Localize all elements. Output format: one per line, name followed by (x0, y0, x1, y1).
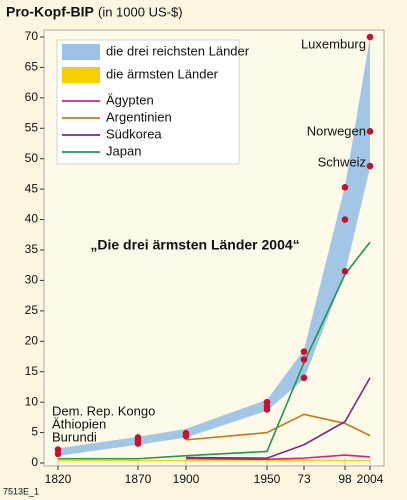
x-tick-label: 1820 (45, 472, 72, 486)
legend-label: Japan (106, 143, 141, 158)
x-tick-label: 1870 (125, 472, 152, 486)
x-tick-label: 2004 (357, 472, 384, 486)
marker-dot (366, 33, 374, 41)
marker-dot (263, 398, 271, 406)
annotation: Norwegen (307, 123, 366, 138)
marker-dot (182, 429, 190, 437)
marker-dot (366, 162, 374, 170)
y-tick-label: 5 (31, 425, 38, 439)
marker-dot (341, 184, 349, 191)
legend-swatch (62, 44, 100, 60)
y-tick-label: 15 (25, 364, 39, 378)
series-line (185, 413, 371, 441)
chart-title: Pro-Kopf-BIP (6, 4, 94, 20)
y-tick-label: 45 (25, 181, 39, 195)
annotation: „Die drei ärmsten Länder 2004“ (90, 237, 299, 253)
marker-dot (54, 446, 62, 453)
legend-label: Südkorea (106, 126, 162, 141)
y-tick-label: 35 (25, 242, 39, 256)
x-tick-label: 73 (297, 472, 311, 486)
legend-label: die drei reichsten Länder (106, 43, 250, 58)
y-tick-label: 55 (25, 120, 39, 134)
series-line (185, 377, 371, 459)
marker-dot (341, 268, 349, 275)
x-tick-label: 1900 (173, 472, 200, 486)
y-tick-label: 50 (25, 151, 39, 165)
chart-subtitle: (in 1000 US-$) (98, 4, 183, 19)
y-tick-label: 25 (25, 303, 39, 317)
y-tick-label: 10 (25, 394, 39, 408)
marker-dot (341, 216, 349, 223)
legend-label: Argentinien (106, 109, 172, 124)
annotation: Luxemburg (301, 36, 366, 51)
y-tick-label: 0 (31, 455, 38, 469)
marker-dot (366, 128, 374, 135)
marker-dot (300, 356, 308, 363)
marker-dot (134, 434, 142, 441)
annotation: Dem. Rep. Kongo (52, 403, 155, 418)
y-tick-label: 40 (25, 212, 39, 226)
footer: 7513E_1 (3, 486, 39, 496)
x-tick-label: 1950 (254, 472, 281, 486)
y-tick-label: 70 (25, 29, 39, 43)
legend-label: die ärmsten Länder (106, 66, 219, 81)
band-area (58, 459, 370, 462)
y-tick-label: 30 (25, 273, 39, 287)
legend-swatch (62, 67, 100, 83)
marker-dot (300, 348, 308, 355)
y-tick-label: 60 (25, 90, 39, 104)
legend-box (56, 39, 240, 165)
annotation: Burundi (52, 429, 97, 444)
y-tick-label: 65 (25, 60, 39, 74)
x-tick-label: 98 (338, 472, 352, 486)
y-tick-label: 20 (25, 333, 39, 347)
annotation: Äthiopien (52, 416, 106, 431)
legend-label: Ägypten (106, 92, 154, 107)
series-line (185, 454, 371, 461)
marker-dot (300, 374, 308, 382)
annotation: Schweiz (318, 154, 366, 169)
